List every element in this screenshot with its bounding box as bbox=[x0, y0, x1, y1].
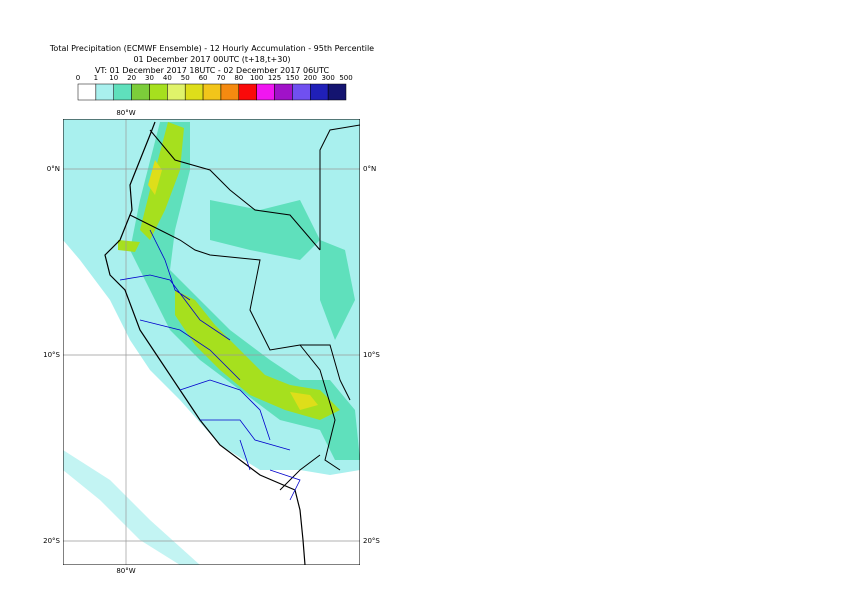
admin-borders bbox=[119, 229, 301, 501]
legend-swatch bbox=[113, 83, 132, 101]
graticule bbox=[63, 119, 360, 565]
lon-label: 80°W bbox=[116, 109, 135, 117]
lat-label: 0°N bbox=[363, 165, 376, 173]
legend-swatch bbox=[202, 83, 222, 101]
precip-heavy-north bbox=[140, 122, 184, 240]
legend-label: 70 bbox=[216, 74, 225, 82]
legend-label: 60 bbox=[199, 74, 208, 82]
legend-label: 80 bbox=[234, 74, 243, 82]
legend-swatch bbox=[310, 83, 329, 101]
legend-label: 150 bbox=[286, 74, 299, 82]
precip-heavy-coast bbox=[118, 240, 140, 252]
lon-label: 80°W bbox=[116, 567, 135, 575]
lat-label: 20°S bbox=[363, 537, 380, 545]
legend-swatch bbox=[167, 83, 186, 101]
legend-label: 20 bbox=[127, 74, 136, 82]
legend-swatch bbox=[292, 83, 311, 101]
legend-label: 10 bbox=[109, 74, 118, 82]
legend-label: 30 bbox=[145, 74, 154, 82]
legend-swatch bbox=[256, 83, 275, 101]
lat-label: 20°S bbox=[43, 537, 60, 545]
legend-label: 0 bbox=[76, 74, 80, 82]
legend-swatch bbox=[131, 83, 150, 101]
legend-label: 40 bbox=[163, 74, 172, 82]
legend-swatch bbox=[220, 83, 240, 101]
run-time: 01 December 2017 00UTC (t+18,t+30) bbox=[133, 55, 290, 64]
lat-label: 0°N bbox=[47, 165, 60, 173]
legend-swatch bbox=[149, 83, 168, 101]
title: Total Precipitation (ECMWF Ensemble) - 1… bbox=[49, 44, 374, 53]
legend-swatch bbox=[274, 83, 293, 101]
legend: 0 1 10 20 30 40 50 60 70 80 100 125 150 200 300 500 bbox=[76, 74, 353, 101]
legend-label: 1 bbox=[94, 74, 98, 82]
legend-swatch bbox=[327, 83, 347, 101]
precip-moderate-ne bbox=[320, 240, 355, 340]
legend-label: 100 bbox=[250, 74, 263, 82]
legend-swatch bbox=[238, 83, 257, 101]
legend-swatch bbox=[77, 83, 97, 101]
lat-labels: 0°N 10°S 20°S 0°N 10°S 20°S bbox=[43, 165, 380, 545]
lat-label: 10°S bbox=[43, 351, 60, 359]
country-borders bbox=[129, 124, 360, 491]
legend-label: 300 bbox=[321, 74, 334, 82]
legend-swatch bbox=[95, 83, 114, 101]
legend-label: 200 bbox=[304, 74, 317, 82]
lat-label: 10°S bbox=[363, 351, 380, 359]
legend-label: 500 bbox=[339, 74, 352, 82]
legend-swatch bbox=[184, 83, 204, 101]
precip-moderate-east bbox=[210, 200, 320, 260]
map bbox=[63, 119, 360, 565]
legend-label: 50 bbox=[181, 74, 190, 82]
legend-label: 125 bbox=[268, 74, 281, 82]
valid-time: VT: 01 December 2017 18UTC - 02 December… bbox=[95, 66, 329, 75]
precip-heavy-south bbox=[175, 290, 340, 420]
precip-light-ocean bbox=[63, 450, 200, 565]
